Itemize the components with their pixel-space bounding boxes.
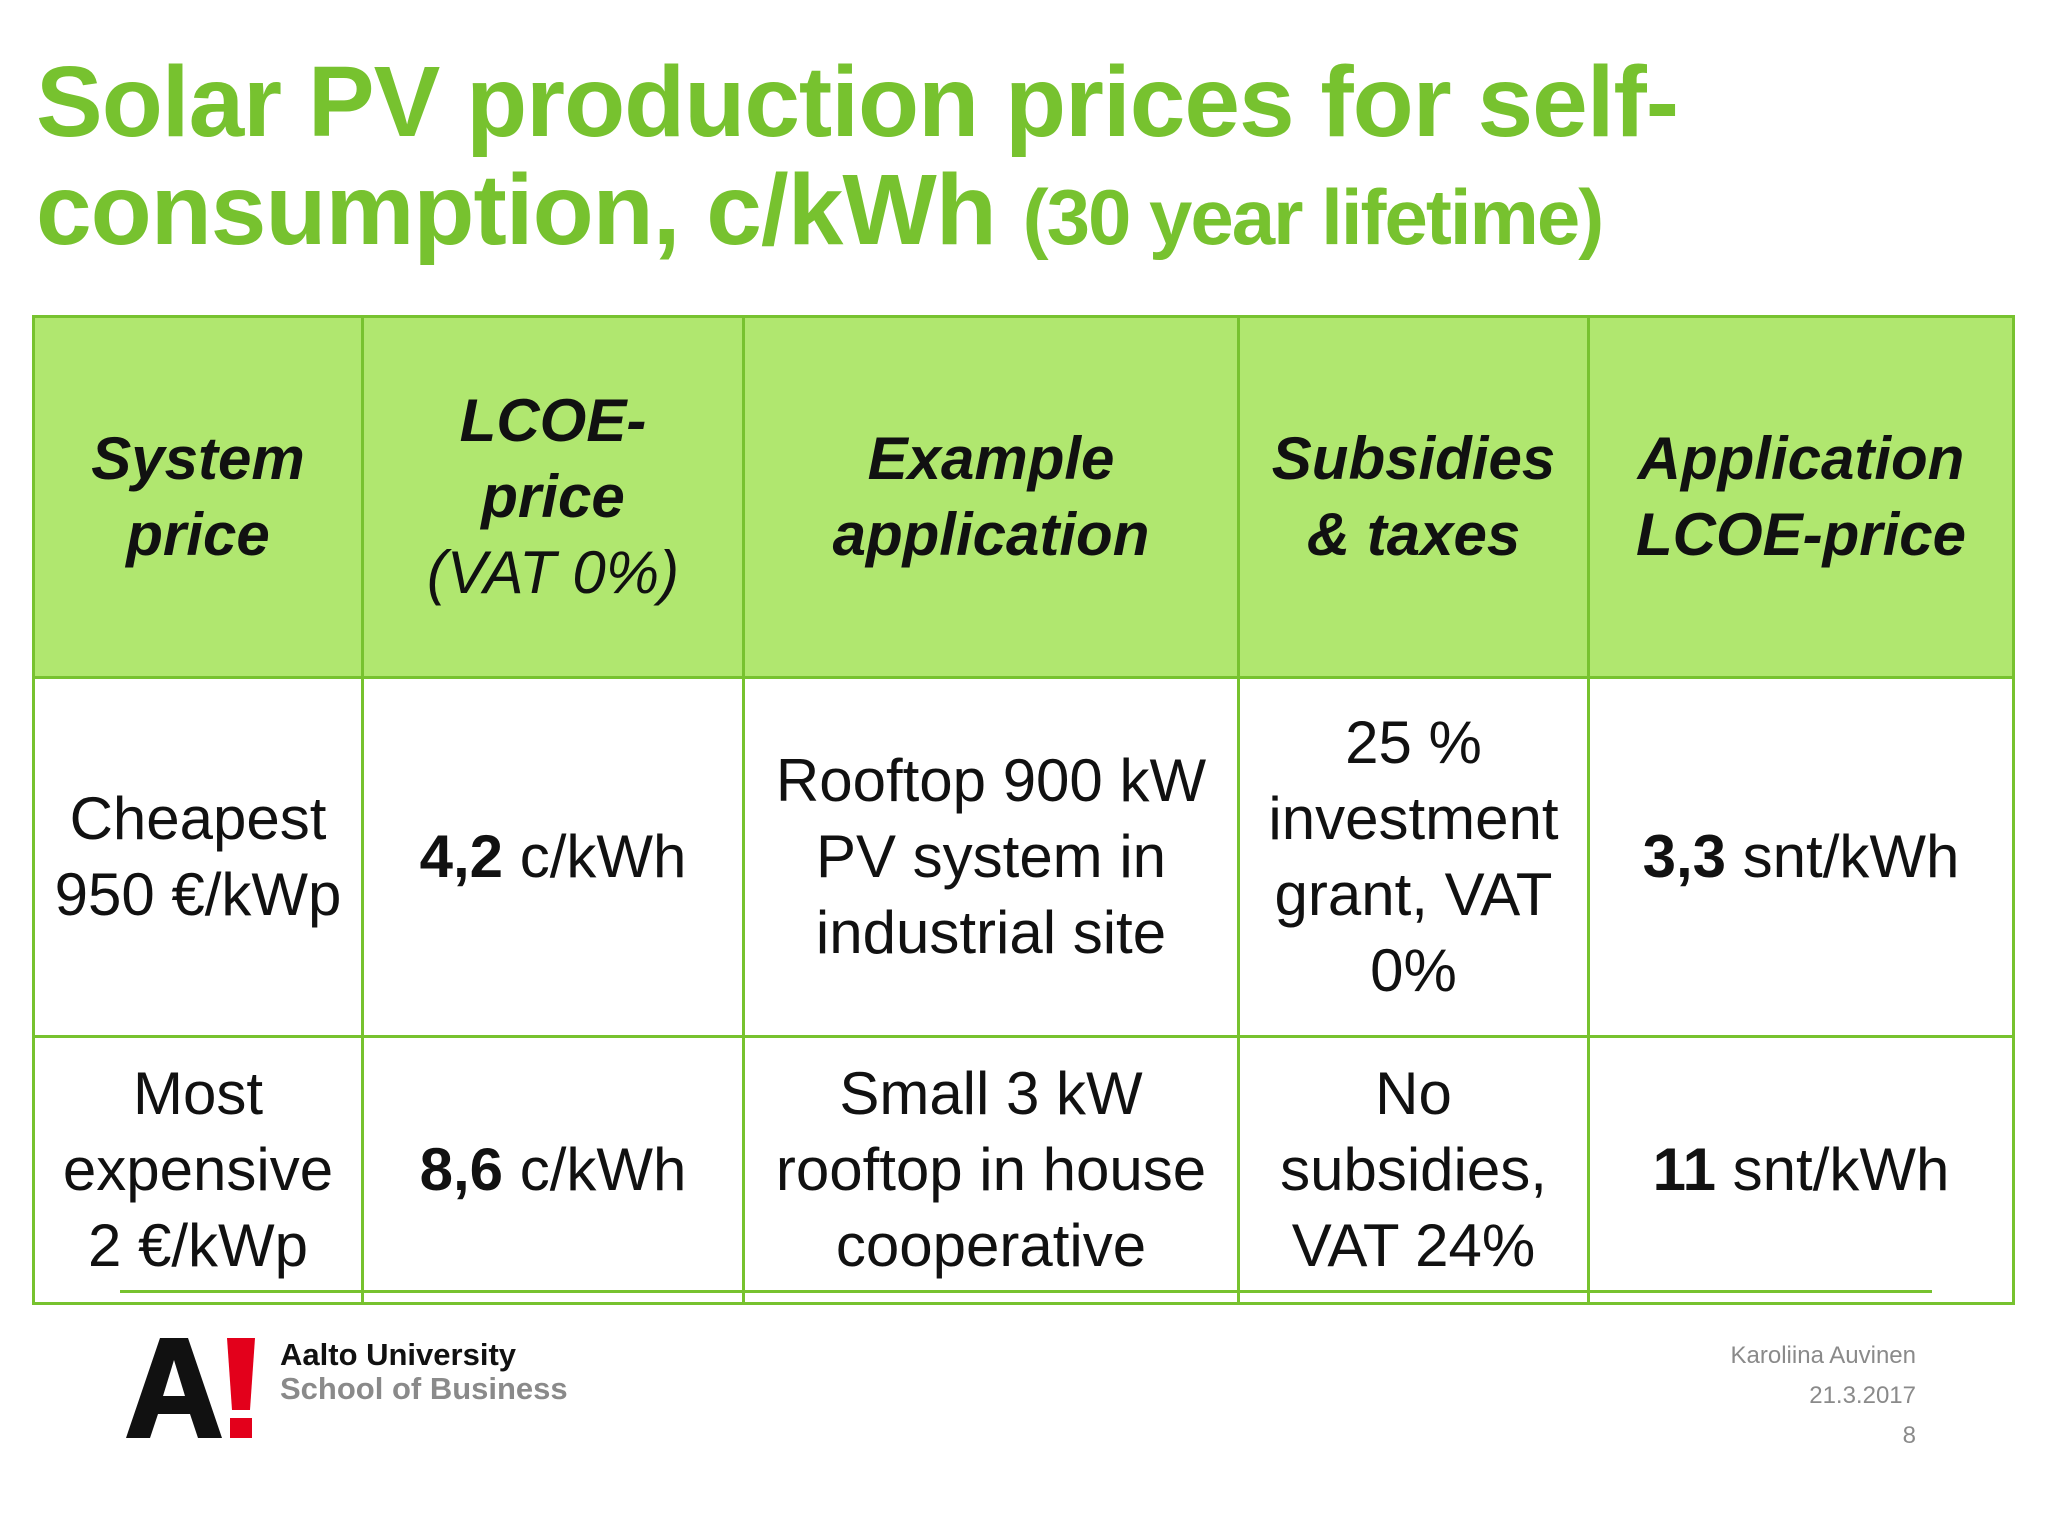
header-lcoe-price: LCOE- price (VAT 0%) (361, 315, 745, 679)
price-table: System price LCOE- price (VAT 0%) Exampl… (32, 315, 2015, 1305)
cell-subsidies-taxes: No subsidies, VAT 24% (1237, 1035, 1590, 1305)
header-application-lcoe-price: Application LCOE-price (1587, 315, 2015, 679)
cell-example-application: Small 3 kW rooftop in house cooperative (742, 1035, 1240, 1305)
lcoe-unit: c/kWh (503, 823, 687, 890)
app-lcoe-unit: snt/kWh (1716, 1136, 1950, 1203)
organization-name: Aalto University School of Business (280, 1338, 568, 1406)
aalto-logo (126, 1338, 255, 1438)
table-header-row: System price LCOE- price (VAT 0%) Exampl… (32, 315, 2015, 679)
cell-system-price: Cheapest 950 €/kWp (32, 676, 364, 1038)
header-label: Subsidies & taxes (1271, 425, 1556, 568)
school-name: School of Business (280, 1371, 568, 1406)
title-subtitle: (30 year lifetime) (1022, 173, 1605, 261)
lcoe-value: 4,2 (419, 823, 504, 890)
cell-example-application: Rooftop 900 kW PV system in industrial s… (742, 676, 1240, 1038)
footer-divider (120, 1290, 1932, 1293)
cell-lcoe-price: 8,6 c/kWh (361, 1035, 745, 1305)
cell-application-lcoe-price: 3,3 snt/kWh (1587, 676, 2015, 1038)
lcoe-value: 8,6 (419, 1136, 504, 1203)
table-row: Cheapest 950 €/kWp 4,2 c/kWh Rooftop 900… (32, 676, 2015, 1038)
university-name: Aalto University (280, 1337, 517, 1372)
author-name: Karoliina Auvinen (1730, 1342, 1916, 1369)
slide-title: Solar PV production prices for self-cons… (36, 48, 1996, 271)
slide-meta: Karoliina Auvinen 21.3.2017 8 (1731, 1336, 1916, 1456)
app-lcoe-value: 11 (1652, 1136, 1717, 1203)
header-sublabel: (VAT 0%) (426, 539, 680, 606)
slide-date: 21.3.2017 (1809, 1382, 1916, 1409)
table-row: Most expensive 2 €/kWp 8,6 c/kWh Small 3… (32, 1035, 2015, 1305)
app-lcoe-unit: snt/kWh (1726, 823, 1960, 890)
header-label: System price (91, 425, 305, 568)
cell-system-price: Most expensive 2 €/kWp (32, 1035, 364, 1305)
header-example-application: Example application (742, 315, 1240, 679)
header-label: Example application (832, 425, 1150, 568)
page-number: 8 (1902, 1422, 1916, 1449)
cell-subsidies-taxes: 25 % investment grant, VAT 0% (1237, 676, 1590, 1038)
header-label: Application LCOE-price (1635, 425, 1967, 568)
header-system-price: System price (32, 315, 364, 679)
header-subsidies-taxes: Subsidies & taxes (1237, 315, 1590, 679)
title-main: Solar PV production prices for self-cons… (36, 46, 1679, 266)
cell-lcoe-price: 4,2 c/kWh (361, 676, 745, 1038)
cell-application-lcoe-price: 11 snt/kWh (1587, 1035, 2015, 1305)
header-label: LCOE- price (459, 387, 647, 530)
lcoe-unit: c/kWh (503, 1136, 687, 1203)
app-lcoe-value: 3,3 (1642, 823, 1727, 890)
